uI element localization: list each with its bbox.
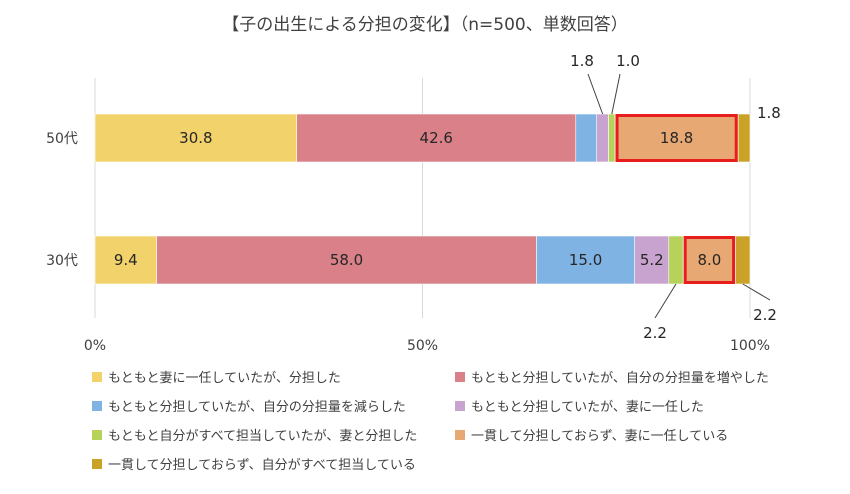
legend-swatch-1 (455, 372, 465, 382)
data-labels: 30.8 42.6 18.8 9.4 58.0 15.0 5.2 8.0 1.8 1.0 1.8 2.… (114, 52, 781, 342)
data-label-1-6: 2.2 (753, 306, 777, 324)
legend-swatch-3 (455, 401, 465, 411)
bar-1-3 (634, 235, 670, 285)
bar-0-2 (575, 113, 598, 163)
category-label-1: 30代 (46, 253, 78, 269)
data-label-1-2: 15.0 (569, 251, 602, 269)
bar-1-5 (682, 235, 736, 285)
leader-line-1-4 (654, 283, 677, 319)
legend-swatch-2 (92, 401, 102, 411)
data-label-1-5: 8.0 (697, 251, 721, 269)
leader-line-0-3 (587, 73, 604, 115)
legend-swatch-6 (92, 459, 102, 469)
category-label-0: 50代 (46, 131, 78, 147)
legend-label-2: もともと分担していたが、自分の分担量を減らした (108, 399, 406, 415)
highlight-box-0 (615, 114, 738, 162)
bar-1-1 (156, 235, 537, 285)
legend-label-3: もともと分担していたが、妻に一任した (471, 400, 704, 415)
x-tick-label-0: 0% (84, 338, 106, 354)
bar-0-0 (94, 113, 298, 163)
legend-label-5: 一貫して分担しておらず、妻に一任している (471, 429, 728, 444)
legend: もともと妻に一任していたが、分担した もともと分担していたが、自分の分担量を増やし… (92, 371, 769, 473)
bar-1-2 (536, 235, 636, 285)
leader-line-0-4 (611, 73, 621, 115)
bar-0-4 (608, 113, 616, 163)
bar-1-4 (668, 235, 684, 285)
data-label-1-0: 9.4 (114, 251, 138, 269)
bars (94, 113, 751, 285)
legend-label-6: 一貫して分担しておらず、自分がすべて担当している (108, 458, 416, 473)
data-label-0-5: 18.8 (660, 129, 693, 147)
leader-line-1-6 (742, 283, 771, 301)
x-tick-label-1: 50% (407, 338, 438, 354)
legend-swatch-5 (455, 430, 465, 440)
legend-swatch-0 (92, 372, 102, 382)
highlight-box-1 (683, 236, 736, 284)
bar-0-3 (596, 113, 609, 163)
data-label-0-1: 42.6 (420, 129, 453, 147)
data-label-0-6: 1.8 (757, 104, 781, 122)
legend-label-1: もともと分担していたが、自分の分担量を増やした (471, 371, 769, 386)
legend-label-4: もともと自分がすべて担当していたが、妻と分担した (108, 429, 417, 444)
chart-title: 【子の出生による分担の変化】（n=500、単数回答） (222, 15, 627, 35)
data-label-0-4: 1.0 (616, 52, 640, 70)
data-label-1-3: 5.2 (640, 251, 664, 269)
data-label-1-4: 2.2 (643, 324, 667, 342)
bar-0-1 (296, 113, 577, 163)
data-label-0-3: 1.8 (570, 52, 594, 70)
bar-1-6 (735, 235, 751, 285)
legend-label-0: もともと妻に一任していたが、分担した (108, 371, 341, 386)
x-tick-label-2: 100% (730, 338, 770, 354)
data-label-0-0: 30.8 (179, 129, 212, 147)
bar-0-6 (737, 113, 751, 163)
axis: 0% 50% 100% 50代 30代 (46, 131, 770, 354)
legend-swatch-4 (92, 430, 102, 440)
data-label-1-1: 58.0 (330, 251, 363, 269)
